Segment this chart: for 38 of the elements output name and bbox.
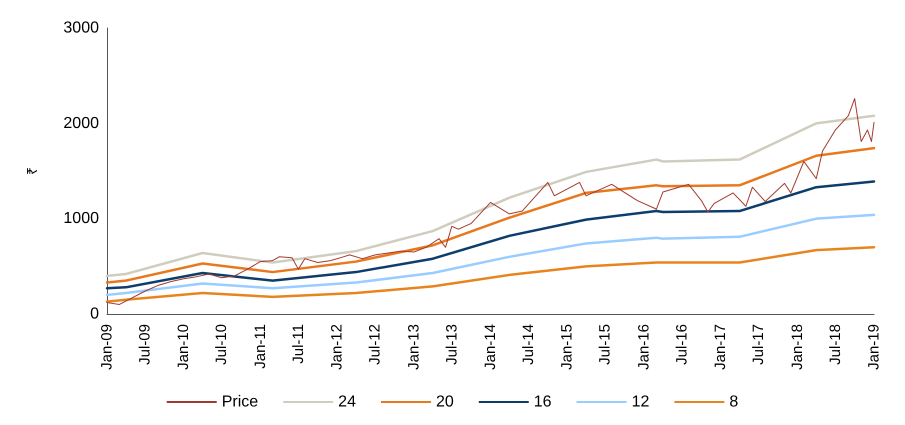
line-series: [106, 146, 876, 284]
x-tick-label: Jan-11: [252, 324, 269, 369]
x-tick-label: Jul-11: [290, 324, 307, 364]
legend-label: 20: [436, 394, 454, 410]
y-tick-label: 0: [90, 306, 100, 322]
x-tick-label: Jan-13: [405, 324, 422, 370]
legend-label: 8: [729, 394, 738, 410]
x-tick-label: Jul-17: [750, 324, 768, 365]
x-tick-label: Jan-14: [482, 324, 499, 370]
legend-label: Price: [222, 394, 258, 410]
y-tick-label: 2000: [63, 114, 100, 132]
x-tick-label: Jul-10: [213, 324, 230, 365]
x-tick-label: Jan-15: [558, 324, 576, 370]
y-tick-label: 1000: [63, 210, 100, 228]
x-tick-label: Jan-09: [98, 324, 116, 370]
legend-label: 24: [338, 394, 356, 410]
x-tick-label: Jul-12: [366, 324, 384, 365]
y-tick-label: 3000: [63, 20, 100, 36]
legend-label: 16: [534, 394, 552, 410]
line-series: [106, 180, 876, 290]
line-series: [106, 214, 876, 296]
x-tick-label: Jul-18: [826, 324, 844, 365]
x-tick-label: Jul-13: [443, 324, 460, 365]
x-tick-label: Jan-17: [712, 324, 730, 370]
line-series: [106, 114, 876, 278]
x-tick-label: Jan-19: [866, 324, 882, 370]
x-tick-label: Jul-14: [520, 324, 538, 365]
x-tick-label: Jan-18: [788, 324, 806, 370]
x-tick-label: Jul-16: [674, 324, 691, 365]
x-tick-label: Jan-16: [635, 324, 652, 370]
x-tick-label: Jan-10: [175, 324, 192, 370]
x-tick-label: Jul-15: [596, 324, 614, 365]
x-tick-label: Jul-09: [136, 324, 154, 365]
line-series: [106, 246, 876, 303]
y-axis-title: ₹: [24, 167, 40, 175]
x-tick-label: Jan-12: [328, 324, 346, 370]
line-series: [106, 98, 874, 305]
legend-label: 12: [632, 394, 650, 410]
